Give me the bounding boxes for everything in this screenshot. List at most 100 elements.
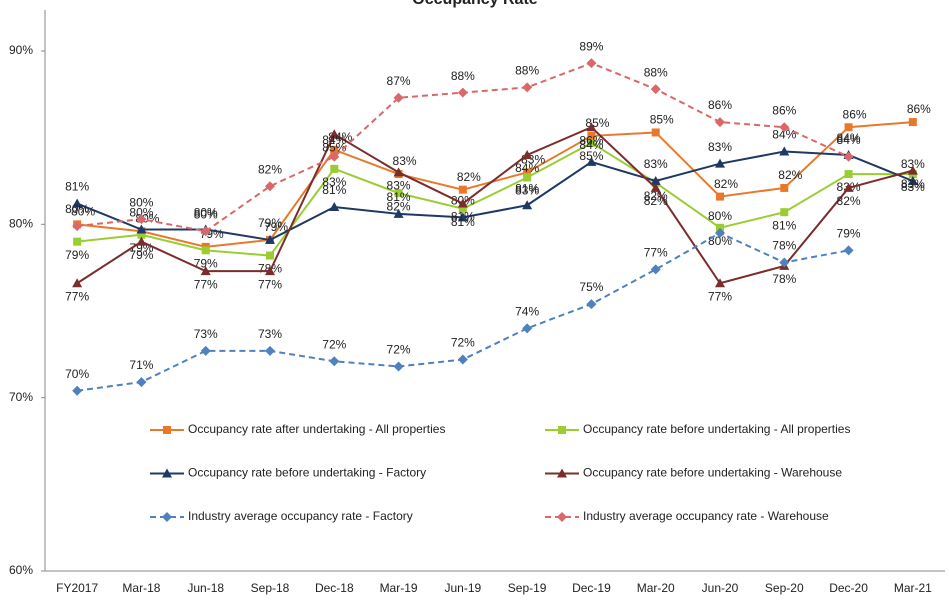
data-point (72, 198, 83, 208)
data-label: 83% (644, 157, 668, 171)
data-label: 80% (65, 202, 89, 216)
data-point (136, 214, 147, 225)
data-point (458, 204, 467, 213)
data-point (844, 123, 853, 132)
x-tick-label: Jun-19 (445, 581, 482, 595)
data-point (650, 84, 661, 95)
data-label: 83% (322, 175, 346, 189)
data-label: 78% (772, 272, 796, 286)
data-label: 77% (65, 289, 89, 303)
legend-label: Occupancy rate after undertaking - All p… (188, 422, 445, 436)
data-point (715, 228, 725, 238)
legend-label: Occupancy rate before undertaking - Fact… (188, 466, 426, 480)
data-label: 88% (451, 69, 475, 83)
data-point (200, 266, 211, 276)
data-label: 86% (579, 133, 603, 147)
x-tick-label: FY2017 (56, 581, 98, 595)
data-point (523, 173, 532, 182)
x-tick-label: Dec-19 (572, 581, 611, 595)
data-point (522, 150, 533, 159)
data-point (136, 236, 147, 246)
data-label: 88% (515, 64, 539, 78)
data-label: 79% (129, 248, 153, 262)
legend-label: Industry average occupancy rate - Factor… (188, 509, 413, 523)
data-point (457, 212, 468, 222)
data-label: 79% (264, 220, 288, 234)
x-tick-label: Dec-20 (829, 581, 868, 595)
data-label: 71% (129, 358, 153, 372)
data-point (844, 170, 853, 179)
y-tick-label: 70% (9, 390, 33, 404)
data-point (522, 323, 533, 334)
y-tick-label: 80% (9, 217, 33, 231)
data-point (650, 264, 661, 275)
data-point (72, 278, 83, 288)
legend-marker (162, 468, 172, 478)
series-line (77, 141, 913, 257)
data-point (843, 151, 854, 162)
data-label: 86% (907, 102, 931, 116)
x-tick-label: Mar-19 (380, 581, 418, 595)
data-label: 72% (322, 337, 346, 351)
data-label: 77% (258, 277, 282, 291)
data-point (908, 118, 917, 127)
data-point (265, 266, 275, 276)
data-label: 86% (772, 103, 796, 117)
legend-marker (163, 426, 171, 434)
data-label: 81% (451, 210, 475, 224)
data-label: 82% (457, 170, 481, 184)
data-point (651, 128, 660, 137)
data-label: 84% (772, 128, 796, 142)
data-label: 79% (258, 216, 282, 230)
data-label: 82% (258, 162, 282, 176)
data-label: 82% (778, 168, 802, 182)
data-point (329, 129, 340, 139)
data-label: 72% (451, 336, 475, 350)
data-point (522, 200, 533, 210)
data-point (266, 251, 274, 260)
legend-label: Occupancy rate before undertaking - All … (583, 422, 850, 436)
data-point (779, 146, 790, 156)
data-label: 83% (708, 140, 732, 154)
data-point (265, 234, 275, 244)
data-label: 83% (901, 157, 925, 171)
data-label: 81% (515, 181, 539, 195)
data-label: 82% (644, 194, 668, 208)
data-label: 84% (515, 161, 539, 175)
data-point (136, 377, 147, 388)
y-tick-label: 60% (9, 563, 33, 577)
data-label: 80% (708, 209, 732, 223)
data-point (457, 87, 468, 98)
data-label: 77% (708, 289, 732, 303)
data-label: 83% (393, 154, 417, 168)
series-line (76, 150, 914, 241)
chart-title: Occupancy Rate (412, 0, 537, 8)
data-label: 86% (708, 98, 732, 112)
data-point (394, 189, 403, 198)
legend-marker (557, 468, 567, 478)
data-label: 73% (194, 327, 218, 341)
data-point (457, 198, 468, 208)
data-point (136, 224, 147, 234)
x-tick-label: Sep-20 (765, 581, 804, 595)
data-point (522, 82, 533, 93)
data-point (715, 117, 725, 128)
legend-marker (558, 426, 566, 434)
data-point (907, 165, 918, 175)
data-point (393, 167, 404, 177)
x-tick-label: Sep-19 (508, 581, 547, 595)
data-label: 82% (714, 177, 738, 191)
data-point (265, 345, 275, 356)
data-label: 81% (322, 183, 346, 197)
legend-marker (162, 512, 172, 522)
data-point (200, 345, 211, 356)
data-point (779, 257, 790, 268)
data-label: 81% (772, 218, 796, 232)
data-point (72, 385, 83, 396)
data-label: 84% (322, 133, 346, 147)
data-label: 80% (129, 206, 153, 220)
data-label: 77% (644, 246, 668, 260)
data-label: 73% (258, 327, 282, 341)
data-point (329, 151, 340, 162)
data-label: 85% (650, 113, 674, 127)
